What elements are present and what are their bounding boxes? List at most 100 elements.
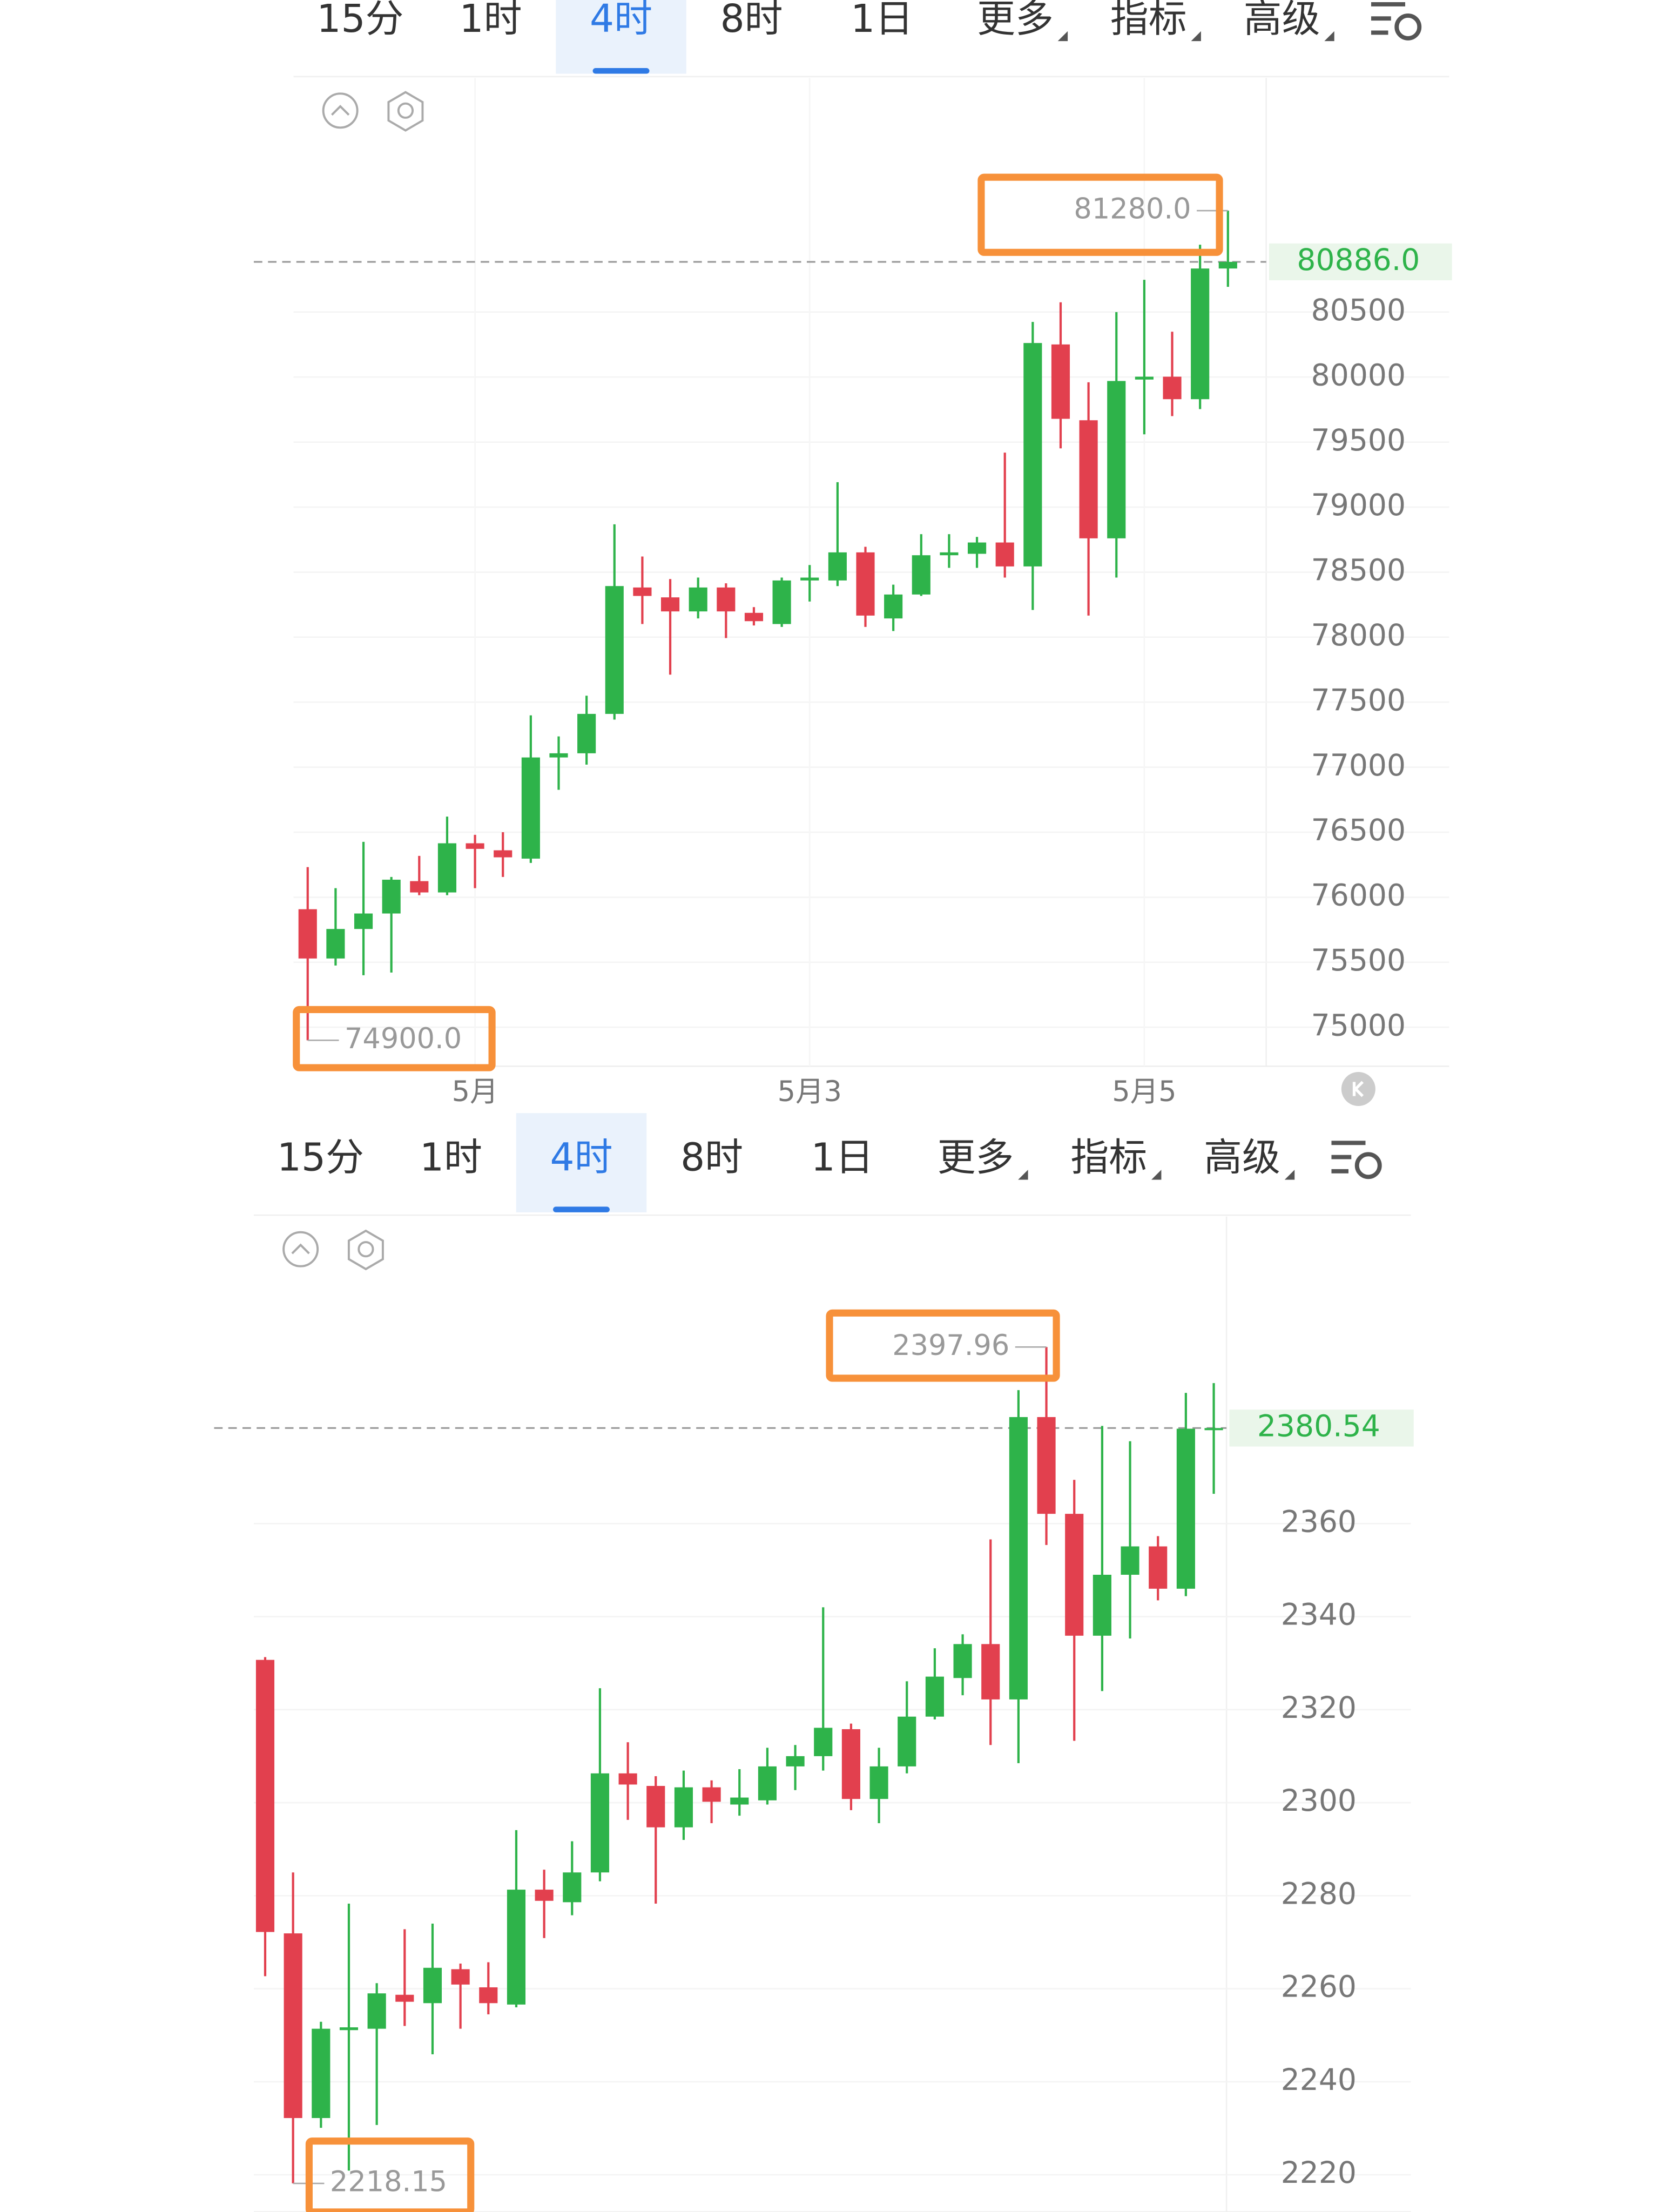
tab[interactable]: 4时	[590, 0, 652, 41]
y-tick-label: 75000	[1311, 1008, 1406, 1043]
candle-body	[814, 1728, 833, 1756]
min-annotation-box	[305, 2137, 475, 2212]
candle-body	[1107, 381, 1126, 538]
candle-body	[702, 1787, 721, 1802]
candle-body	[968, 542, 987, 554]
min-marker-label: 2218.15	[330, 2166, 447, 2198]
candle-body	[326, 929, 345, 959]
y-tick-label: 80500	[1311, 293, 1406, 328]
candle-body	[577, 713, 596, 753]
candle-body	[1204, 1428, 1223, 1431]
candle-body	[437, 843, 457, 893]
max-annotation-box	[977, 173, 1223, 256]
tab[interactable]: 高级	[1244, 0, 1320, 41]
tab[interactable]: 1日	[811, 1135, 874, 1179]
candle-body	[912, 555, 930, 595]
candle-body	[1023, 343, 1042, 567]
y-tick-label: 76000	[1311, 879, 1406, 913]
candle-body	[898, 1716, 916, 1766]
last-price-label: 2380.54	[1257, 1409, 1380, 1444]
dropdown-caret	[1324, 31, 1334, 42]
candle-body	[618, 1773, 637, 1785]
y-tick-label: 2220	[1281, 2156, 1357, 2190]
candle-body	[925, 1676, 944, 1717]
settings-icon-gear[interactable]	[1394, 13, 1422, 41]
y-tick-label: 79000	[1311, 488, 1406, 523]
last-price-label: 80886.0	[1297, 243, 1420, 278]
collapse-icon[interactable]	[282, 1231, 319, 1267]
candle-body	[1079, 420, 1098, 538]
min-annotation-box	[293, 1006, 496, 1071]
candle-body	[466, 843, 484, 849]
settings-icon-gear[interactable]	[1354, 1152, 1382, 1179]
candle-body	[1092, 1575, 1111, 1636]
candle-body	[717, 587, 736, 612]
tab[interactable]: 高级	[1204, 1135, 1280, 1179]
candle-body	[395, 1994, 414, 2002]
candle-body	[1135, 376, 1154, 380]
settings-icon[interactable]	[1371, 2, 1406, 35]
candle-body	[869, 1766, 888, 1799]
indicator-icon-dot	[358, 1241, 374, 1258]
candle-body	[730, 1797, 749, 1805]
tab[interactable]: 1日	[851, 0, 913, 41]
candle-body	[758, 1766, 777, 1800]
candle-body	[1065, 1514, 1084, 1636]
candle-body	[828, 552, 847, 581]
tab[interactable]: 更多	[938, 1135, 1014, 1179]
indicator-icon[interactable]	[347, 1229, 384, 1271]
tab[interactable]: 指标	[1070, 1135, 1147, 1179]
x-tick-label: 5月5	[1112, 1075, 1176, 1108]
min-marker-label: 74900.0	[345, 1022, 462, 1055]
candle-body	[494, 850, 512, 858]
candle-body	[339, 2027, 359, 2031]
tab[interactable]: 8时	[680, 1135, 743, 1179]
tab[interactable]: 15分	[277, 1135, 364, 1179]
tab[interactable]: 15分	[316, 0, 403, 41]
tab[interactable]: 更多	[977, 0, 1054, 41]
tab[interactable]: 4时	[550, 1135, 613, 1179]
candle-body	[367, 1993, 386, 2029]
active-tab-bg	[516, 1113, 647, 1212]
candle-body	[953, 1644, 972, 1678]
dropdown-caret	[1057, 31, 1068, 42]
candle-body	[479, 1987, 498, 2004]
candle-body	[1191, 268, 1210, 400]
tab[interactable]: 8时	[720, 0, 783, 41]
candle-body	[772, 580, 791, 624]
x-tick-label: 5月	[452, 1075, 498, 1108]
candle-body	[786, 1756, 805, 1766]
scroll-end-button[interactable]	[1341, 1071, 1375, 1106]
candle-body	[744, 612, 764, 622]
candle-body	[535, 1890, 554, 1901]
x-tick-label: 5月3	[778, 1075, 842, 1108]
collapse-icon-arrow	[331, 105, 350, 116]
candle-body	[255, 1660, 275, 1932]
candle-body	[563, 1872, 582, 1903]
tab[interactable]: 1时	[459, 0, 522, 41]
collapse-icon[interactable]	[322, 92, 359, 129]
candle-body	[884, 594, 903, 619]
active-tab-bg	[556, 0, 686, 74]
tab[interactable]: 指标	[1110, 0, 1187, 41]
candle-body	[549, 753, 568, 758]
candle-body	[940, 552, 959, 556]
candle-body	[312, 2028, 331, 2119]
y-tick-label: 75500	[1311, 943, 1406, 978]
max-marker-label: 81280.0	[1074, 193, 1191, 226]
y-tick-label: 78000	[1311, 618, 1406, 653]
y-tick-label: 2260	[1281, 1970, 1357, 2005]
candle-body	[646, 1786, 665, 1827]
candle-body	[590, 1773, 610, 1873]
indicator-icon[interactable]	[387, 91, 424, 132]
tab[interactable]: 1时	[420, 1135, 482, 1179]
y-tick-label: 77000	[1311, 748, 1406, 783]
settings-icon[interactable]	[1331, 1141, 1366, 1174]
active-tab-underline	[553, 1206, 610, 1212]
indicator-icon-dot	[397, 102, 414, 119]
dropdown-caret	[1191, 31, 1201, 42]
dropdown-caret	[1018, 1170, 1028, 1180]
candle-body	[507, 1890, 526, 2005]
candle-body	[1121, 1546, 1139, 1575]
